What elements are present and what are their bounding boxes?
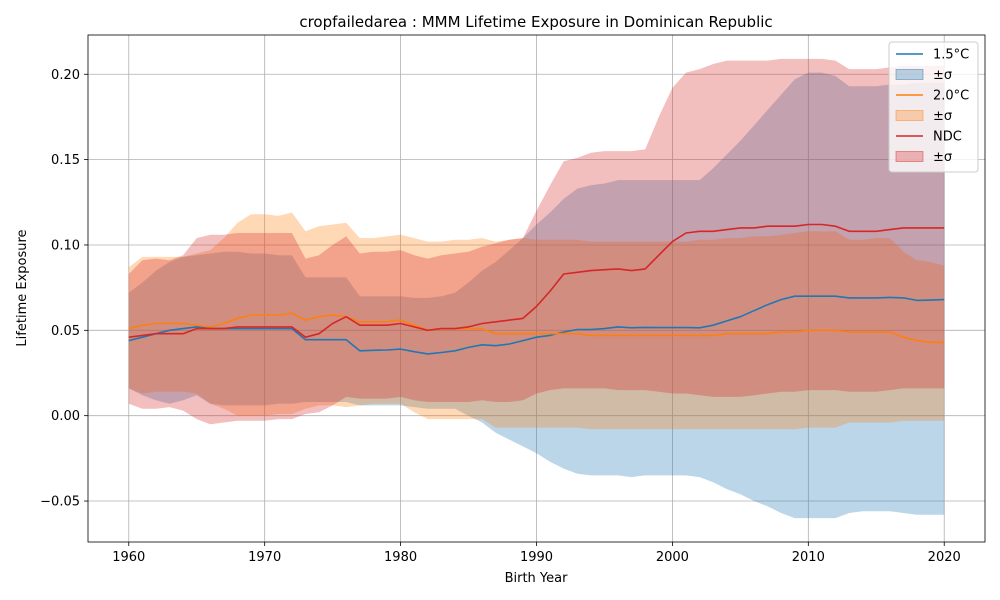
y-tick-label: −0.05 <box>40 495 80 510</box>
y-tick-label: 0.10 <box>51 238 80 253</box>
legend-band-label: ±σ <box>933 68 952 83</box>
legend-box <box>888 41 979 173</box>
x-tick-label: 2020 <box>928 550 961 565</box>
band-1 <box>128 72 945 519</box>
mean-lines <box>128 223 945 355</box>
legend-label: NDC <box>933 130 962 145</box>
y-tick-label: 0.20 <box>51 68 80 83</box>
chart-title: cropfailedarea : MMM Lifetime Exposure i… <box>299 13 772 31</box>
x-tick-label: 1960 <box>112 550 145 565</box>
line-2 <box>128 312 945 344</box>
y-axis: −0.05 0.00 0.05 0.10 0.15 0.20 <box>40 68 88 510</box>
band-2 <box>128 212 945 430</box>
x-axis-label: Birth Year <box>505 571 569 586</box>
legend-band-label: ±σ <box>933 150 952 165</box>
legend: 1.5°C ±σ 2.0°C ±σ NDC ±σ <box>888 41 979 173</box>
y-tick-label: 0.05 <box>51 324 80 339</box>
line-1 <box>128 295 945 355</box>
line-3 <box>128 223 945 339</box>
legend-label: 2.0°C <box>933 89 969 104</box>
x-tick-label: 1980 <box>384 550 417 565</box>
x-axis: 1960 1970 1980 1990 2000 2010 2020 <box>112 542 961 565</box>
y-axis-label: Lifetime Exposure <box>15 229 30 346</box>
legend-band-label: ±σ <box>933 109 952 124</box>
y-tick-label: 0.15 <box>51 153 80 168</box>
legend-band-swatch <box>895 110 924 121</box>
legend-label: 1.5°C <box>933 48 969 63</box>
x-tick-label: 2010 <box>792 550 825 565</box>
x-tick-label: 2000 <box>656 550 689 565</box>
band-3 <box>128 58 945 425</box>
y-tick-label: 0.00 <box>51 409 80 424</box>
x-tick-label: 1970 <box>248 550 281 565</box>
uncertainty-bands <box>128 58 945 519</box>
x-tick-label: 1990 <box>520 550 553 565</box>
legend-band-swatch <box>895 69 924 80</box>
legend-band-swatch <box>895 151 924 162</box>
